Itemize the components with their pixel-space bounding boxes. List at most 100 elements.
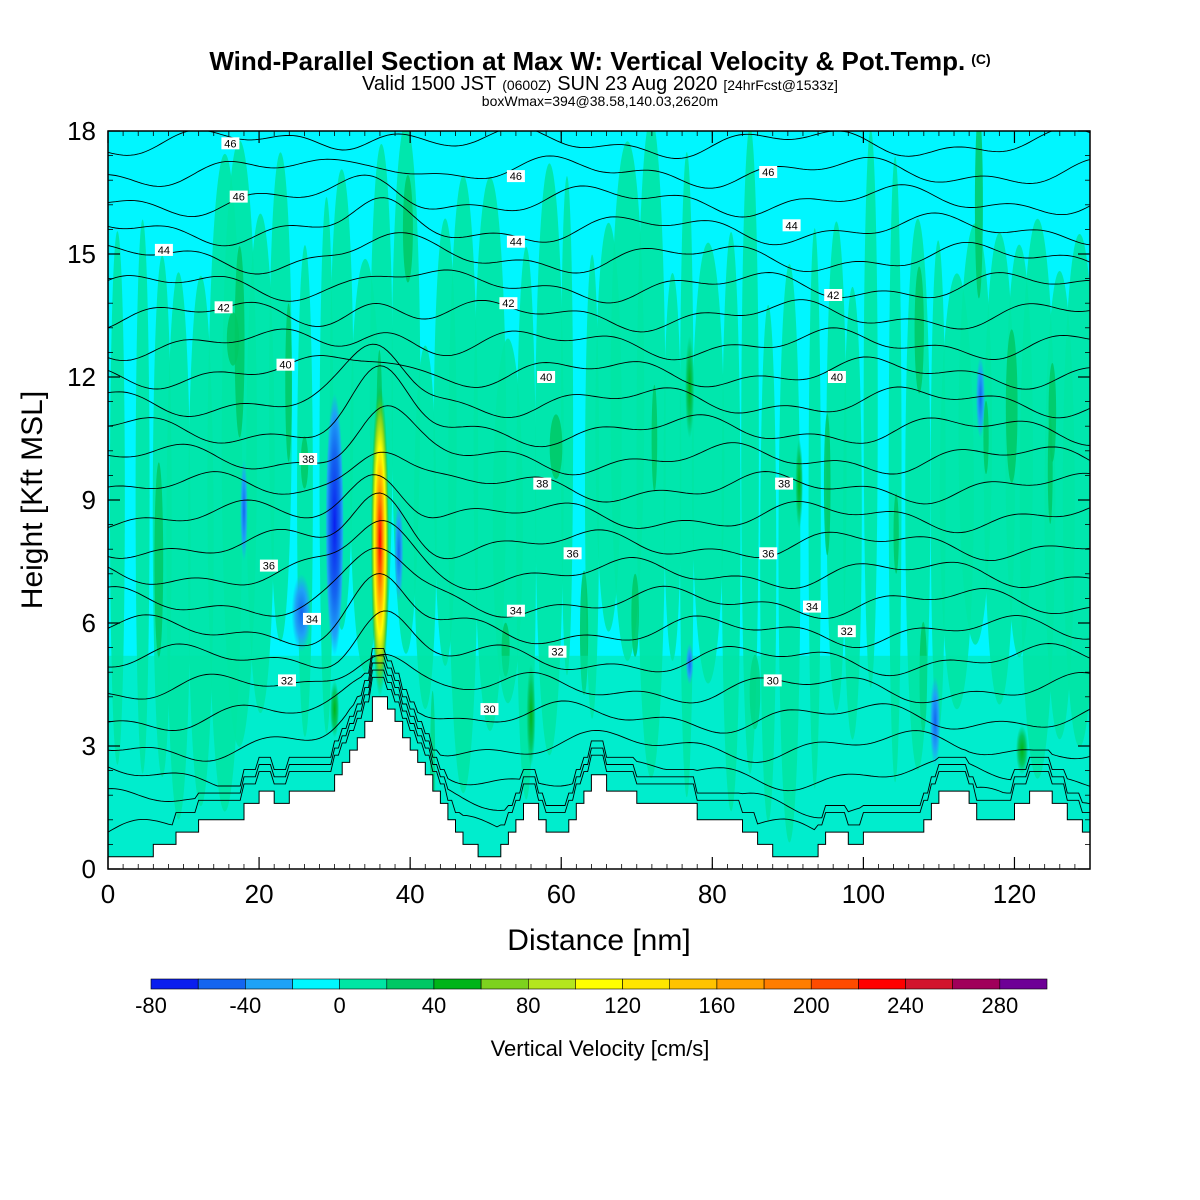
y-tick-label: 15 [67, 239, 96, 269]
colorbar-tick-label: 120 [604, 993, 641, 1018]
y-tick-label: 18 [67, 116, 96, 146]
theta-contour-line [108, 655, 1090, 763]
colorbar-swatch [905, 978, 954, 990]
y-tick-label: 6 [82, 608, 96, 638]
w-band [888, 156, 902, 783]
x-tick-label: 0 [101, 879, 115, 909]
theta-contour-label: 30 [763, 674, 782, 687]
x-tick-label: 60 [547, 879, 576, 909]
theta-label-text: 38 [778, 479, 790, 491]
label-box [803, 600, 821, 613]
theta-label-text: 38 [536, 479, 548, 491]
w-band [448, 175, 479, 794]
theta-label-text: 32 [841, 626, 853, 638]
box-wmax-line: boxWmax=394@38.58,140.03,2620m [482, 93, 718, 109]
theta-contour-line [108, 131, 1090, 159]
theta-contour-labels: 30 30 32 32 32 34 34 34 36 36 36 38 38 38 40 40 40 42 42 42… [154, 137, 856, 716]
colorbar-tick-label: -40 [229, 993, 261, 1018]
label-box [548, 645, 567, 658]
theta-label-text: 34 [510, 606, 522, 618]
label-box [259, 559, 278, 572]
label-box [782, 219, 801, 232]
label-box [533, 477, 552, 490]
w-feature [370, 385, 390, 697]
label-box [221, 137, 240, 150]
label-box [506, 235, 525, 248]
theta-contour-line [108, 520, 1090, 591]
theta-contour-label: 42 [214, 301, 233, 314]
theta-label-text: 42 [502, 298, 514, 310]
w-band [610, 141, 645, 662]
theta-contour-label: 34 [303, 612, 321, 626]
theta-label-text: 46 [762, 167, 774, 179]
theta-label-text: 46 [510, 171, 522, 183]
w-band [560, 176, 574, 676]
w-band [1019, 218, 1056, 779]
colorbar-tick-label: 40 [422, 993, 446, 1018]
w-band-strong [914, 266, 924, 394]
theta-label-text: 40 [279, 360, 291, 372]
colorbar-swatch [292, 978, 341, 990]
w-band [413, 345, 437, 710]
w-band [585, 254, 600, 719]
w-band [679, 151, 694, 798]
theta-contour-label: 42 [499, 297, 518, 310]
x-tick-label: 40 [396, 879, 425, 909]
theta-contour-label: 32 [548, 645, 567, 659]
label-box [299, 453, 318, 465]
theta-contour-line [108, 343, 1090, 419]
label-box [154, 243, 173, 256]
w-feature [330, 680, 340, 738]
w-band-strong [234, 245, 245, 438]
y-axis-label: Height [Kft MSL] [16, 391, 49, 609]
theta-label-text: 40 [540, 372, 552, 384]
w-band [636, 131, 666, 778]
theta-label-text: 46 [233, 192, 245, 204]
label-box [759, 166, 778, 178]
colorbar-swatch [622, 978, 671, 990]
label-box [499, 297, 518, 310]
label-box [775, 477, 794, 490]
x-tick-label: 120 [993, 879, 1036, 909]
colorbar-swatch [527, 978, 576, 990]
colorbar-swatch [245, 978, 293, 990]
plot-area: 30 30 32 32 32 34 34 34 36 36 36 38 38 38 40 40 40 42 42 42… [108, 131, 1090, 869]
theta-label-text: 44 [158, 245, 170, 257]
colorbar-swatch [339, 978, 388, 990]
colorbar-tick-label: 200 [793, 993, 830, 1018]
w-band-strong [285, 303, 292, 462]
theta-contour-line [108, 299, 1090, 333]
theta-contour-label: 40 [827, 371, 846, 384]
theta-contour-line [108, 355, 1090, 390]
w-band-strong [651, 384, 658, 492]
colorbar-swatch [952, 978, 1001, 990]
theta-contour-label: 44 [154, 243, 173, 257]
label-box [278, 674, 296, 687]
colorbar-tick-label: 0 [334, 993, 346, 1018]
label-box [303, 612, 321, 625]
w-band-strong [1048, 362, 1057, 462]
colorbar-tick-label: 240 [887, 993, 924, 1018]
theta-label-text: 44 [510, 237, 522, 249]
theta-contour-line [108, 653, 1090, 704]
theta-label-text: 30 [483, 704, 495, 716]
w-band-strong [983, 400, 989, 475]
label-box [480, 703, 499, 716]
theta-contours [108, 131, 1090, 833]
colorbar-swatch [810, 978, 859, 990]
w-feature [325, 393, 344, 656]
colorbar-swatch [999, 978, 1048, 990]
colorbar-tick-label: -80 [135, 993, 167, 1018]
theta-contour-label: 46 [221, 137, 240, 150]
w-band-strong [893, 493, 899, 574]
theta-contour-line [108, 492, 1090, 562]
theta-contour-line [108, 197, 1090, 247]
w-feature [240, 459, 248, 562]
w-band [663, 272, 682, 661]
colorbar-swatch [150, 978, 199, 990]
colorbar-tick-label: 160 [699, 993, 736, 1018]
w-band [1062, 234, 1090, 747]
label-box [214, 301, 233, 314]
theta-contour-label: 46 [506, 170, 525, 183]
